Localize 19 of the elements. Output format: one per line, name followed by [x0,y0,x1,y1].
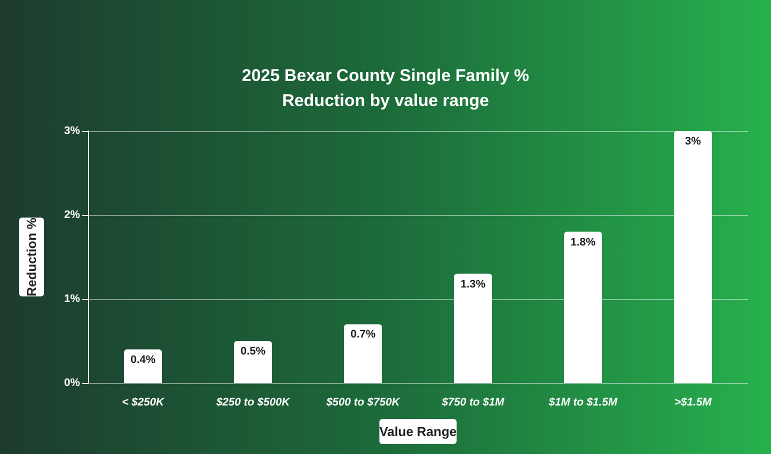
data-label: 3% [685,136,702,148]
data-label: 0.5% [240,346,266,358]
y-tick-label: 0% [64,377,80,389]
x-tick-label: $1M to $1.5M [548,396,618,408]
x-axis-title: Value Range [379,424,457,439]
x-tick-label: $500 to $750K [325,396,401,408]
x-tick-label: < $250K [122,396,165,408]
data-label: 0.4% [130,354,156,366]
x-tick-label: $750 to $1M [440,396,506,408]
x-tick-label: $250 to $500K [215,396,291,408]
x-tick-label: >$1.5M [674,396,712,408]
data-label: 1.3% [460,278,486,290]
y-tick-label: 3% [64,125,80,137]
data-label: 1.8% [570,236,596,248]
y-tick-label: 1% [64,293,80,305]
data-label: 0.7% [350,328,376,341]
chart-title: 2025 Bexar County Single Family % Reduction by value range [242,66,530,110]
y-tick-label: 2% [64,209,80,221]
y-axis-title: Reduction % [24,217,39,296]
